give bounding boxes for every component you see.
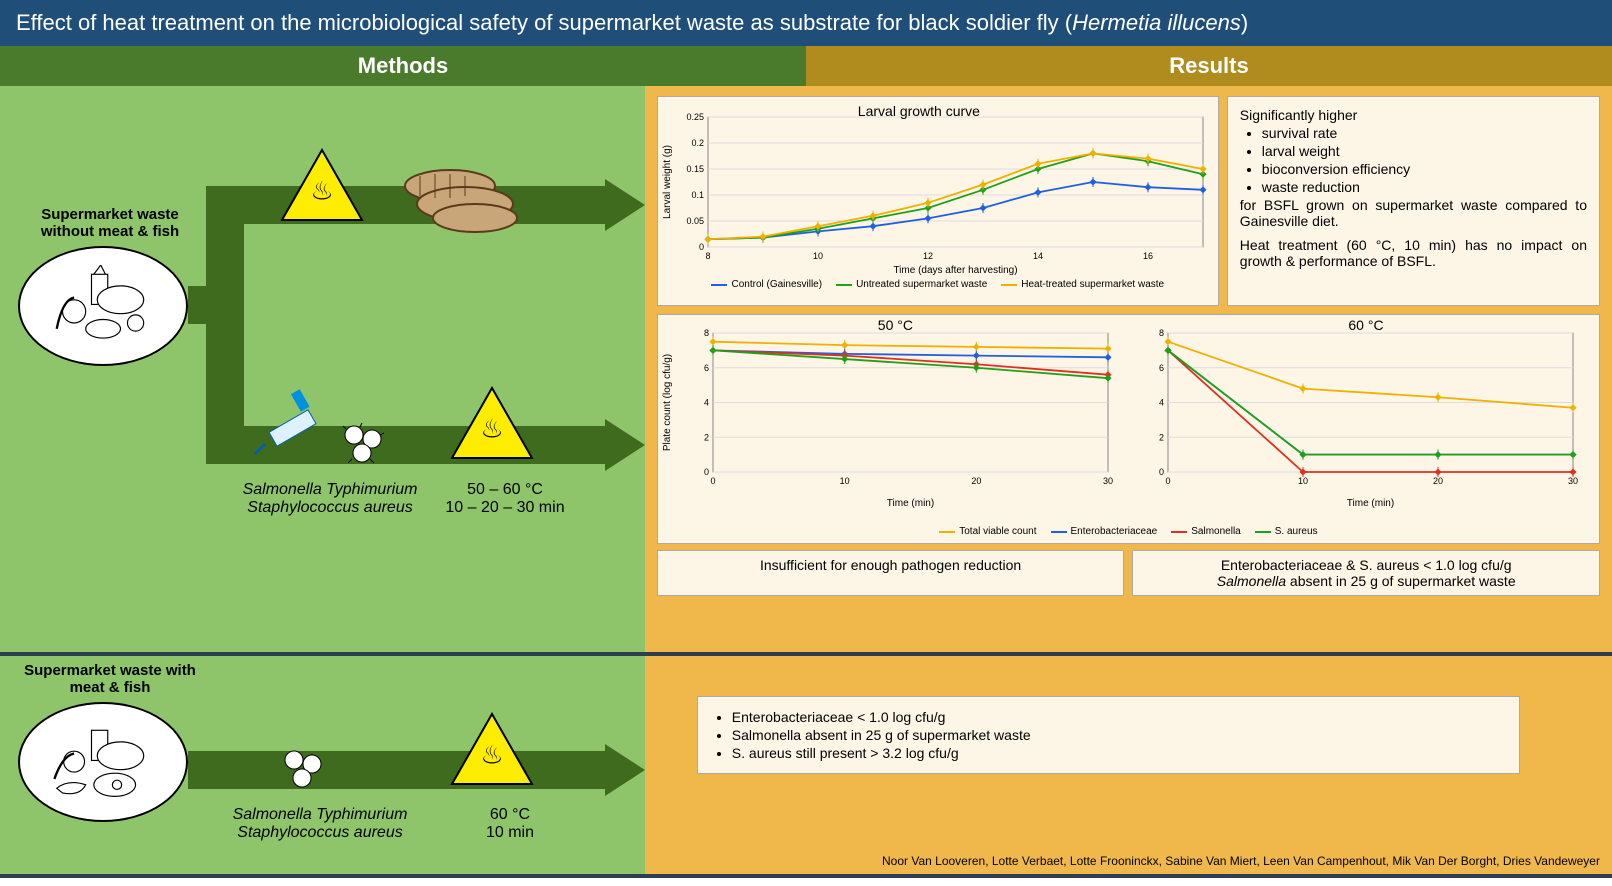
methods-panel-1: Supermarket waste without meat & fish ♨ xyxy=(0,86,645,652)
svg-text:14: 14 xyxy=(1033,251,1043,261)
authors: Noor Van Looveren, Lotte Verbaet, Lotte … xyxy=(882,854,1600,868)
bacteria-label-1: Salmonella Typhimurium Staphylococcus au… xyxy=(230,481,430,517)
svg-text:8: 8 xyxy=(705,251,710,261)
waste-label-1: Supermarket waste without meat & fish xyxy=(20,206,200,240)
svg-text:8: 8 xyxy=(704,328,709,338)
temp-label-1: 50 – 60 °C 10 – 20 – 30 min xyxy=(440,481,570,517)
svg-text:Time (min): Time (min) xyxy=(1347,498,1394,509)
row-without-meat: Supermarket waste without meat & fish ♨ xyxy=(0,86,1612,656)
results-header: Results xyxy=(806,46,1612,86)
caption-50: Insufficient for enough pathogen reducti… xyxy=(657,550,1125,596)
svg-text:0.05: 0.05 xyxy=(686,216,704,226)
food-oval-1 xyxy=(18,246,188,366)
bacteria-icon xyxy=(340,421,390,471)
food-oval-2 xyxy=(18,702,188,822)
methods-header: Methods xyxy=(0,46,806,86)
svg-text:0: 0 xyxy=(1166,476,1171,486)
svg-text:0.15: 0.15 xyxy=(686,164,704,174)
svg-text:0: 0 xyxy=(710,476,715,486)
caption-60: Enterobacteriaceae & S. aureus < 1.0 log… xyxy=(1132,550,1600,596)
plate-charts: 024680102030Time (min)Plate count (log c… xyxy=(657,314,1600,544)
temp-label-2: 60 °C 10 min xyxy=(460,806,560,842)
title-text: Effect of heat treatment on the microbio… xyxy=(16,10,1072,35)
title-bar: Effect of heat treatment on the microbio… xyxy=(0,0,1612,46)
svg-text:0.25: 0.25 xyxy=(686,112,704,122)
results-panel-2: Enterobacteriaceae < 1.0 log cfu/gSalmon… xyxy=(645,656,1612,874)
heat-icon-2: ♨ xyxy=(450,386,534,460)
column-headers: Methods Results xyxy=(0,46,1612,86)
plate-legend: Total viable countEnterobacteriaceaeSalm… xyxy=(658,524,1599,539)
svg-text:10: 10 xyxy=(839,476,849,486)
heat-icon-3: ♨ xyxy=(450,712,534,786)
svg-text:30: 30 xyxy=(1568,476,1578,486)
methods-panel-2: Supermarket waste with meat & fish Salmo… xyxy=(0,656,645,874)
bacteria-icon-2 xyxy=(280,746,330,796)
svg-text:6: 6 xyxy=(1159,363,1164,373)
svg-text:Larval weight (g): Larval weight (g) xyxy=(662,145,673,219)
svg-text:30: 30 xyxy=(1103,476,1113,486)
svg-text:2: 2 xyxy=(704,432,709,442)
svg-text:0.2: 0.2 xyxy=(691,138,704,148)
results-panel-1: 0 0.05 0.1 0.15 0.2 0.25 8 10 12 14 16 Time (days a… xyxy=(645,86,1612,652)
svg-text:Plate count (log cfu/g): Plate count (log cfu/g) xyxy=(662,354,673,451)
svg-text:8: 8 xyxy=(1159,328,1164,338)
svg-text:Time (min): Time (min) xyxy=(887,498,934,509)
larvae-icon xyxy=(400,156,530,241)
growth-chart: 0 0.05 0.1 0.15 0.2 0.25 8 10 12 14 16 Time (days a… xyxy=(657,96,1219,306)
svg-text:0: 0 xyxy=(1159,467,1164,477)
svg-text:16: 16 xyxy=(1143,251,1153,261)
svg-text:6: 6 xyxy=(704,363,709,373)
svg-text:20: 20 xyxy=(971,476,981,486)
svg-text:4: 4 xyxy=(1159,398,1164,408)
title-species: Hermetia illucens xyxy=(1072,10,1241,35)
syringe-icon xyxy=(250,376,350,481)
row-with-meat: Supermarket waste with meat & fish Salmo… xyxy=(0,656,1612,878)
svg-text:2: 2 xyxy=(1159,432,1164,442)
svg-text:20: 20 xyxy=(1433,476,1443,486)
food-icon xyxy=(45,265,161,346)
row2-results-box: Enterobacteriaceae < 1.0 log cfu/gSalmon… xyxy=(697,696,1520,774)
svg-text:0: 0 xyxy=(704,467,709,477)
growth-text-box: Significantly higher survival ratelarval… xyxy=(1227,96,1600,306)
svg-text:12: 12 xyxy=(923,251,933,261)
svg-text:0.1: 0.1 xyxy=(691,190,704,200)
svg-text:10: 10 xyxy=(813,251,823,261)
svg-text:10: 10 xyxy=(1298,476,1308,486)
bacteria-label-2: Salmonella Typhimurium Staphylococcus au… xyxy=(220,806,420,842)
svg-text:0: 0 xyxy=(699,242,704,252)
heat-icon-1: ♨ xyxy=(280,148,364,222)
svg-text:Time (days after harvesting): Time (days after harvesting) xyxy=(893,265,1017,276)
svg-text:4: 4 xyxy=(704,398,709,408)
growth-legend: Control (Gainesville)Untreated supermark… xyxy=(658,277,1218,292)
waste-label-2: Supermarket waste with meat & fish xyxy=(20,662,200,696)
